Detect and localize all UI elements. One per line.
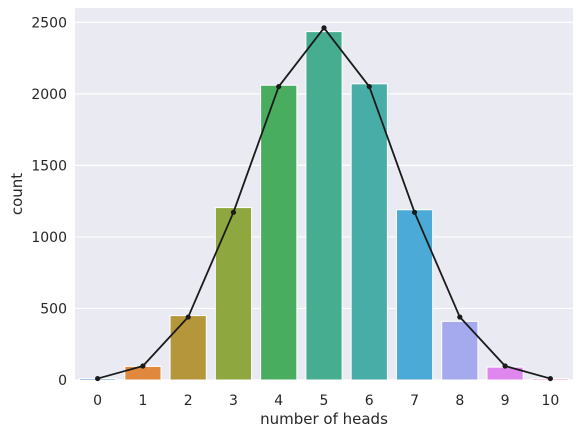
y-tick-label: 2000	[31, 87, 67, 103]
x-tick-label: 2	[184, 393, 193, 409]
line-point-3	[230, 209, 237, 215]
y-tick-label: 2500	[31, 15, 67, 31]
y-axis-label: count	[8, 173, 26, 215]
line-point-0	[95, 375, 101, 382]
line-point-5	[321, 25, 327, 31]
bar-4	[260, 84, 298, 381]
x-axis-label: number of heads	[260, 410, 388, 428]
y-tick-label: 1000	[31, 230, 67, 246]
bar-3	[214, 207, 253, 381]
line-point-4	[276, 83, 282, 90]
line-point-1	[140, 363, 146, 369]
x-tick-label: 6	[365, 393, 374, 409]
x-tick-label: 7	[410, 393, 419, 409]
line-series	[95, 25, 553, 382]
x-tick-label: 4	[274, 393, 283, 409]
x-tick-label: 9	[501, 393, 510, 409]
line-point-6	[366, 83, 372, 90]
x-tick-labels: 0 1 2 3 4 5 6 7 8 9 10	[93, 393, 559, 409]
x-tick-label: 0	[93, 393, 102, 409]
bar-5	[305, 31, 343, 381]
y-tick-labels: 0 500 1000 1500 2000 2500	[31, 15, 67, 389]
x-tick-label: 5	[320, 393, 329, 409]
x-tick-label: 8	[455, 393, 464, 409]
x-tick-label: 10	[541, 393, 559, 409]
bar-2	[169, 315, 207, 381]
line-point-9	[502, 363, 508, 369]
line-point-2	[185, 314, 191, 320]
line-point-7	[411, 209, 418, 215]
y-tick-label: 0	[58, 373, 67, 389]
bars	[79, 31, 569, 381]
y-tick-label: 500	[40, 301, 67, 317]
bar-6	[350, 83, 388, 381]
x-tick-label: 1	[138, 393, 147, 409]
line-point-10	[547, 375, 553, 382]
y-tick-label: 1500	[31, 158, 67, 174]
x-tick-label: 3	[229, 393, 238, 409]
line-point-8	[457, 314, 463, 320]
bar-7	[395, 209, 434, 381]
